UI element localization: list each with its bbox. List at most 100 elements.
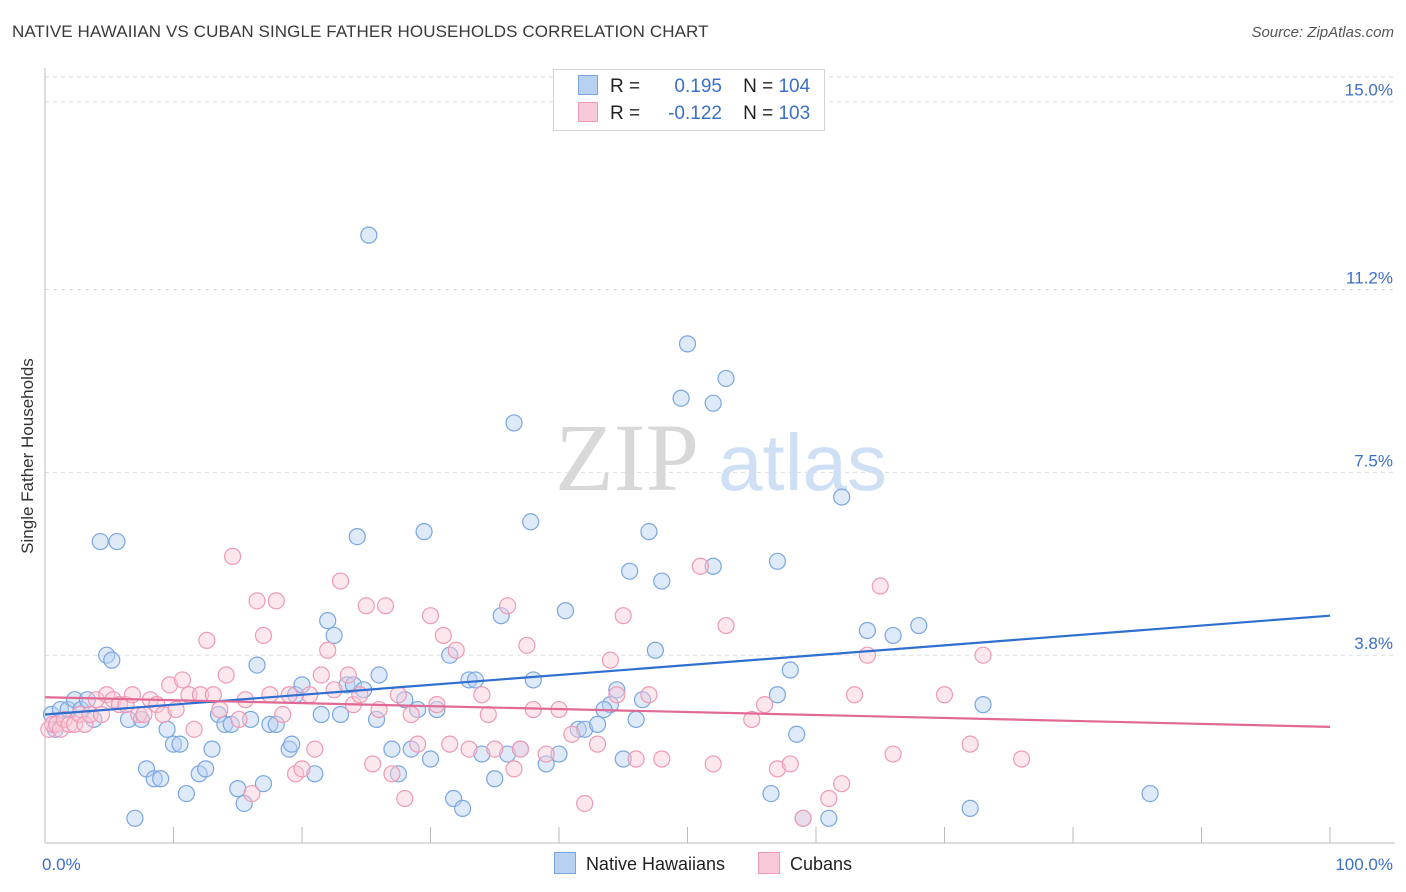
- point-native-hawaiian: [158, 720, 176, 738]
- legend-r-value: 0.195: [674, 76, 722, 97]
- legend-n-label: N =: [743, 103, 774, 124]
- point-native-hawaiian: [370, 666, 388, 684]
- point-cuban: [204, 686, 222, 704]
- point-native-hawaiian: [858, 621, 877, 640]
- point-cuban: [76, 715, 94, 733]
- point-cuban: [608, 686, 626, 704]
- point-cuban: [428, 696, 446, 714]
- point-cuban: [396, 789, 414, 808]
- point-cuban: [794, 809, 812, 827]
- point-cuban: [473, 686, 491, 704]
- series-legend-cubans[interactable]: Cubans: [758, 852, 852, 875]
- point-cuban: [421, 607, 440, 625]
- point-cuban: [161, 676, 179, 694]
- x-tick-label-max: 100.0%: [1335, 855, 1393, 874]
- point-native-hawaiian: [108, 532, 126, 551]
- point-native-hawaiian: [126, 809, 144, 827]
- point-cuban: [691, 557, 709, 575]
- point-cuban: [961, 735, 979, 753]
- point-native-hawaiian: [499, 745, 517, 763]
- point-cuban: [717, 616, 735, 635]
- point-cuban: [518, 636, 536, 654]
- point-cuban: [781, 755, 799, 773]
- series-legend-native-hawaiians[interactable]: Native Hawaiians: [553, 852, 725, 875]
- point-native-hawaiian: [646, 641, 664, 659]
- point-native-hawaiian: [344, 676, 362, 694]
- point-native-hawaiian: [608, 681, 626, 699]
- point-native-hawaiian: [203, 740, 221, 758]
- point-cuban: [185, 720, 203, 738]
- point-native-hawaiian: [576, 720, 594, 738]
- point-cuban: [339, 666, 357, 684]
- point-native-hawaiian: [961, 799, 979, 818]
- point-cuban: [640, 686, 658, 704]
- point-cuban: [537, 745, 555, 763]
- point-cuban: [858, 646, 877, 664]
- legend-row-native-hawaiians: R = 0.195 N = 104: [578, 75, 810, 99]
- point-cuban: [173, 671, 192, 689]
- point-native-hawaiian: [788, 725, 806, 743]
- point-cuban: [267, 592, 285, 610]
- point-native-hawaiian: [78, 691, 97, 709]
- point-native-hawaiian: [537, 755, 555, 773]
- point-cuban: [243, 784, 261, 803]
- point-native-hawaiian: [524, 671, 542, 689]
- point-native-hawaiian: [98, 646, 116, 664]
- point-native-hawaiian: [177, 784, 195, 803]
- chart-title: NATIVE HAWAIIAN VS CUBAN SINGLE FATHER H…: [12, 22, 709, 41]
- point-cuban: [434, 626, 452, 645]
- point-native-hawaiian: [454, 799, 472, 818]
- point-cuban: [441, 735, 459, 753]
- point-native-hawaiian: [254, 775, 273, 793]
- point-cuban: [402, 705, 420, 724]
- point-cuban: [319, 641, 337, 659]
- point-native-hawaiian: [164, 735, 183, 753]
- point-cuban: [409, 735, 427, 753]
- point-cuban: [499, 597, 517, 615]
- point-native-hawaiian: [421, 750, 440, 768]
- point-native-hawaiian: [614, 750, 632, 768]
- point-cuban: [935, 686, 954, 704]
- point-cuban: [217, 666, 235, 684]
- stats-legend: R = 0.195 N = 104 R = -0.122 N = 103: [553, 69, 825, 131]
- legend-swatch-blue: [578, 75, 598, 95]
- point-native-hawaiian: [248, 656, 266, 674]
- point-cuban: [254, 626, 273, 645]
- legend-r-label: R =: [610, 103, 641, 124]
- point-native-hawaiian: [974, 696, 992, 714]
- y-tick-label: 7.5%: [1354, 451, 1393, 470]
- point-cuban: [306, 740, 324, 758]
- point-cuban: [653, 750, 671, 768]
- point-native-hawaiian: [171, 735, 189, 753]
- point-native-hawaiian: [473, 745, 491, 763]
- y-tick-label: 11.2%: [1346, 269, 1393, 288]
- point-native-hawaiian: [704, 557, 722, 575]
- point-cuban: [704, 755, 722, 773]
- point-cuban: [460, 740, 478, 758]
- point-cuban: [224, 547, 242, 565]
- point-cuban: [563, 725, 581, 743]
- point-cuban: [871, 577, 889, 595]
- point-native-hawaiian: [389, 765, 407, 783]
- point-native-hawaiian: [768, 552, 787, 570]
- series-legend: Native Hawaiians Cubans: [0, 852, 1406, 875]
- point-native-hawaiian: [505, 414, 523, 432]
- point-native-hawaiian: [820, 809, 838, 827]
- point-native-hawaiian: [717, 369, 735, 388]
- point-native-hawaiian: [119, 710, 138, 729]
- legend-n-label: N =: [743, 76, 774, 97]
- point-native-hawaiian: [910, 616, 928, 635]
- series-label: Native Hawaiians: [585, 854, 725, 874]
- point-native-hawaiian: [383, 740, 401, 758]
- trendline-native-hawaiians: [44, 614, 1331, 716]
- data-points: [40, 226, 1159, 827]
- watermark: ZIP atlas: [555, 404, 887, 511]
- series-swatch-pink: [758, 852, 781, 874]
- y-tick-label: 15.0%: [1345, 81, 1393, 100]
- point-native-hawaiian: [556, 602, 575, 620]
- trend-lines: [44, 614, 1331, 728]
- legend-r-label: R =: [610, 76, 641, 97]
- point-native-hawaiian: [306, 765, 324, 783]
- point-native-hawaiian: [331, 705, 350, 724]
- point-cuban: [588, 735, 607, 753]
